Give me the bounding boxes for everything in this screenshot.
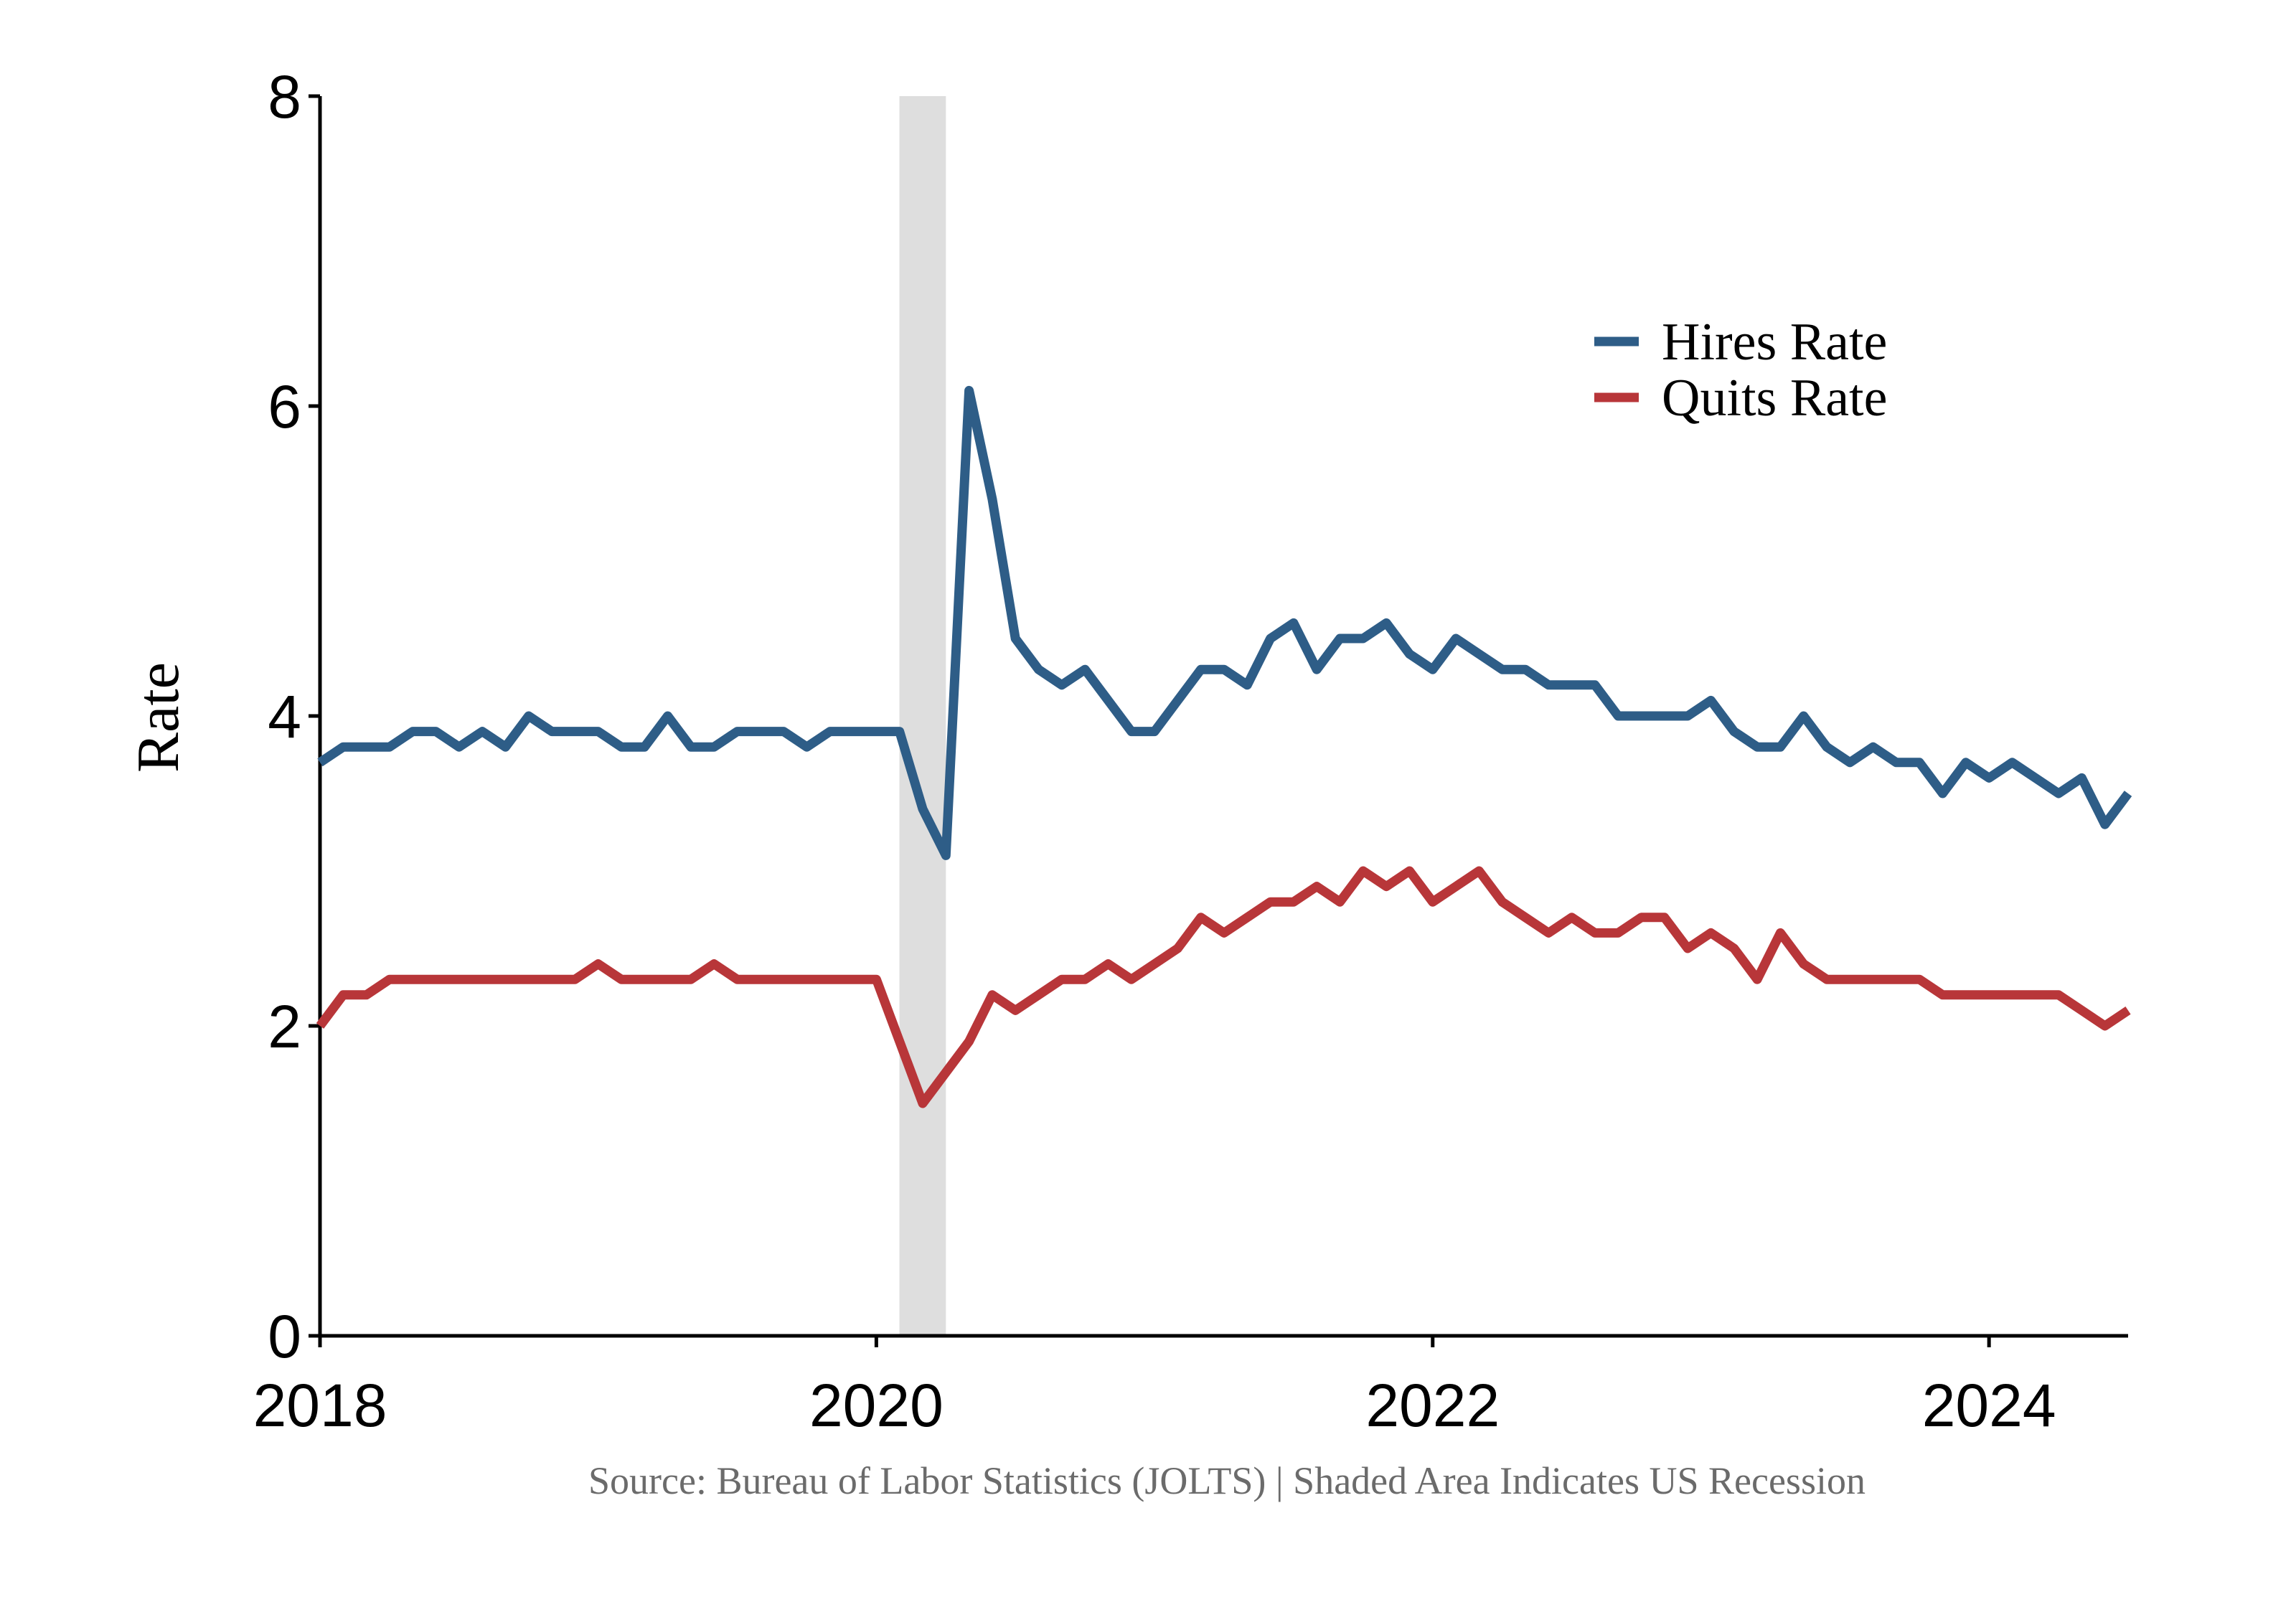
y-tick-label: 8	[268, 63, 301, 131]
x-tick-label: 2018	[253, 1372, 387, 1439]
x-tick-label: 2024	[1922, 1372, 2056, 1439]
y-tick-label: 6	[268, 373, 301, 440]
x-tick-label: 2022	[1365, 1372, 1500, 1439]
x-tick-label: 2020	[809, 1372, 944, 1439]
legend-label: Hires Rate	[1662, 313, 1887, 372]
y-tick-label: 4	[268, 683, 301, 750]
series-lines	[316, 385, 2132, 1108]
tick-marks: 0 2 4 6 8 2018 2020 2022 2024	[253, 63, 2056, 1439]
source-caption: Source: Bureau of Labor Statistics (JOLT…	[588, 1459, 1866, 1502]
series-line-quits-rate	[316, 866, 2131, 1108]
y-axis-title: Rate	[125, 662, 192, 773]
recession-band	[899, 96, 946, 1336]
axes	[318, 96, 2128, 1338]
y-tick-label: 0	[268, 1303, 301, 1370]
series-line-hires-rate	[317, 385, 2132, 860]
recession-band-layer	[899, 96, 946, 1336]
y-tick-label: 2	[268, 993, 301, 1060]
legend-label: Quits Rate	[1662, 369, 1887, 428]
